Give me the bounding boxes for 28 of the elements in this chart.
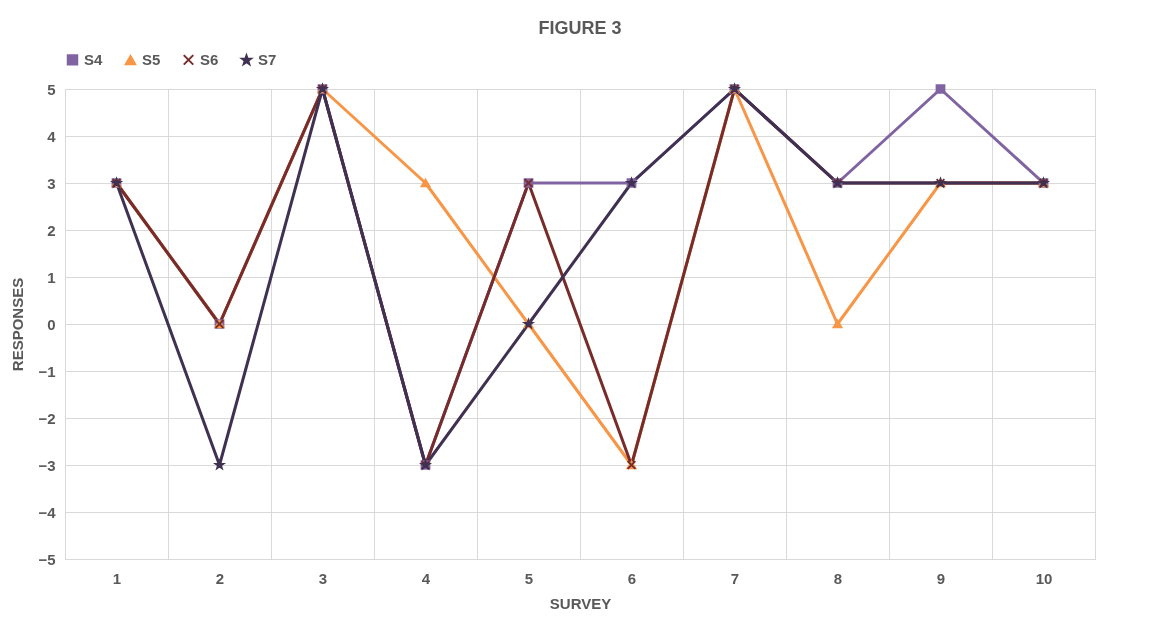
chart-title: FIGURE 3 — [538, 18, 622, 38]
y-tick-label: 4 — [47, 127, 57, 145]
y-tick-label: −3 — [38, 456, 56, 474]
legend-label: S7 — [258, 51, 277, 69]
x-tick-label: 1 — [112, 569, 122, 587]
x-tick-label: 9 — [936, 569, 946, 587]
y-tick-label: 1 — [47, 268, 56, 286]
x-tick-label: 8 — [833, 569, 843, 587]
y-tick-label: 2 — [47, 221, 56, 239]
legend-label: S6 — [200, 50, 219, 68]
x-tick-label: 10 — [1035, 569, 1053, 587]
y-tick-label: −1 — [38, 362, 56, 380]
x-tick-label: 5 — [524, 569, 534, 587]
y-tick-label: −2 — [38, 409, 56, 427]
y-tick-label: 5 — [47, 80, 56, 98]
x-tick-label: 2 — [215, 569, 225, 587]
legend-label: S5 — [142, 51, 161, 69]
y-tick-label: 3 — [47, 174, 56, 192]
x-tick-label: 6 — [627, 569, 637, 587]
y-axis-title: RESPONSES — [9, 277, 27, 372]
y-tick-label: 0 — [47, 315, 56, 333]
x-tick-label: 4 — [421, 569, 431, 587]
x-tick-label: 7 — [730, 569, 740, 587]
y-tick-label: −4 — [38, 503, 57, 521]
legend-label: S4 — [84, 50, 103, 68]
x-tick-label: 3 — [318, 569, 328, 587]
x-axis-title: SURVEY — [549, 594, 612, 612]
y-tick-label: −5 — [38, 550, 56, 568]
